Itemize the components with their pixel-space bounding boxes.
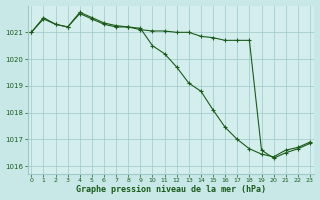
X-axis label: Graphe pression niveau de la mer (hPa): Graphe pression niveau de la mer (hPa) (76, 185, 266, 194)
